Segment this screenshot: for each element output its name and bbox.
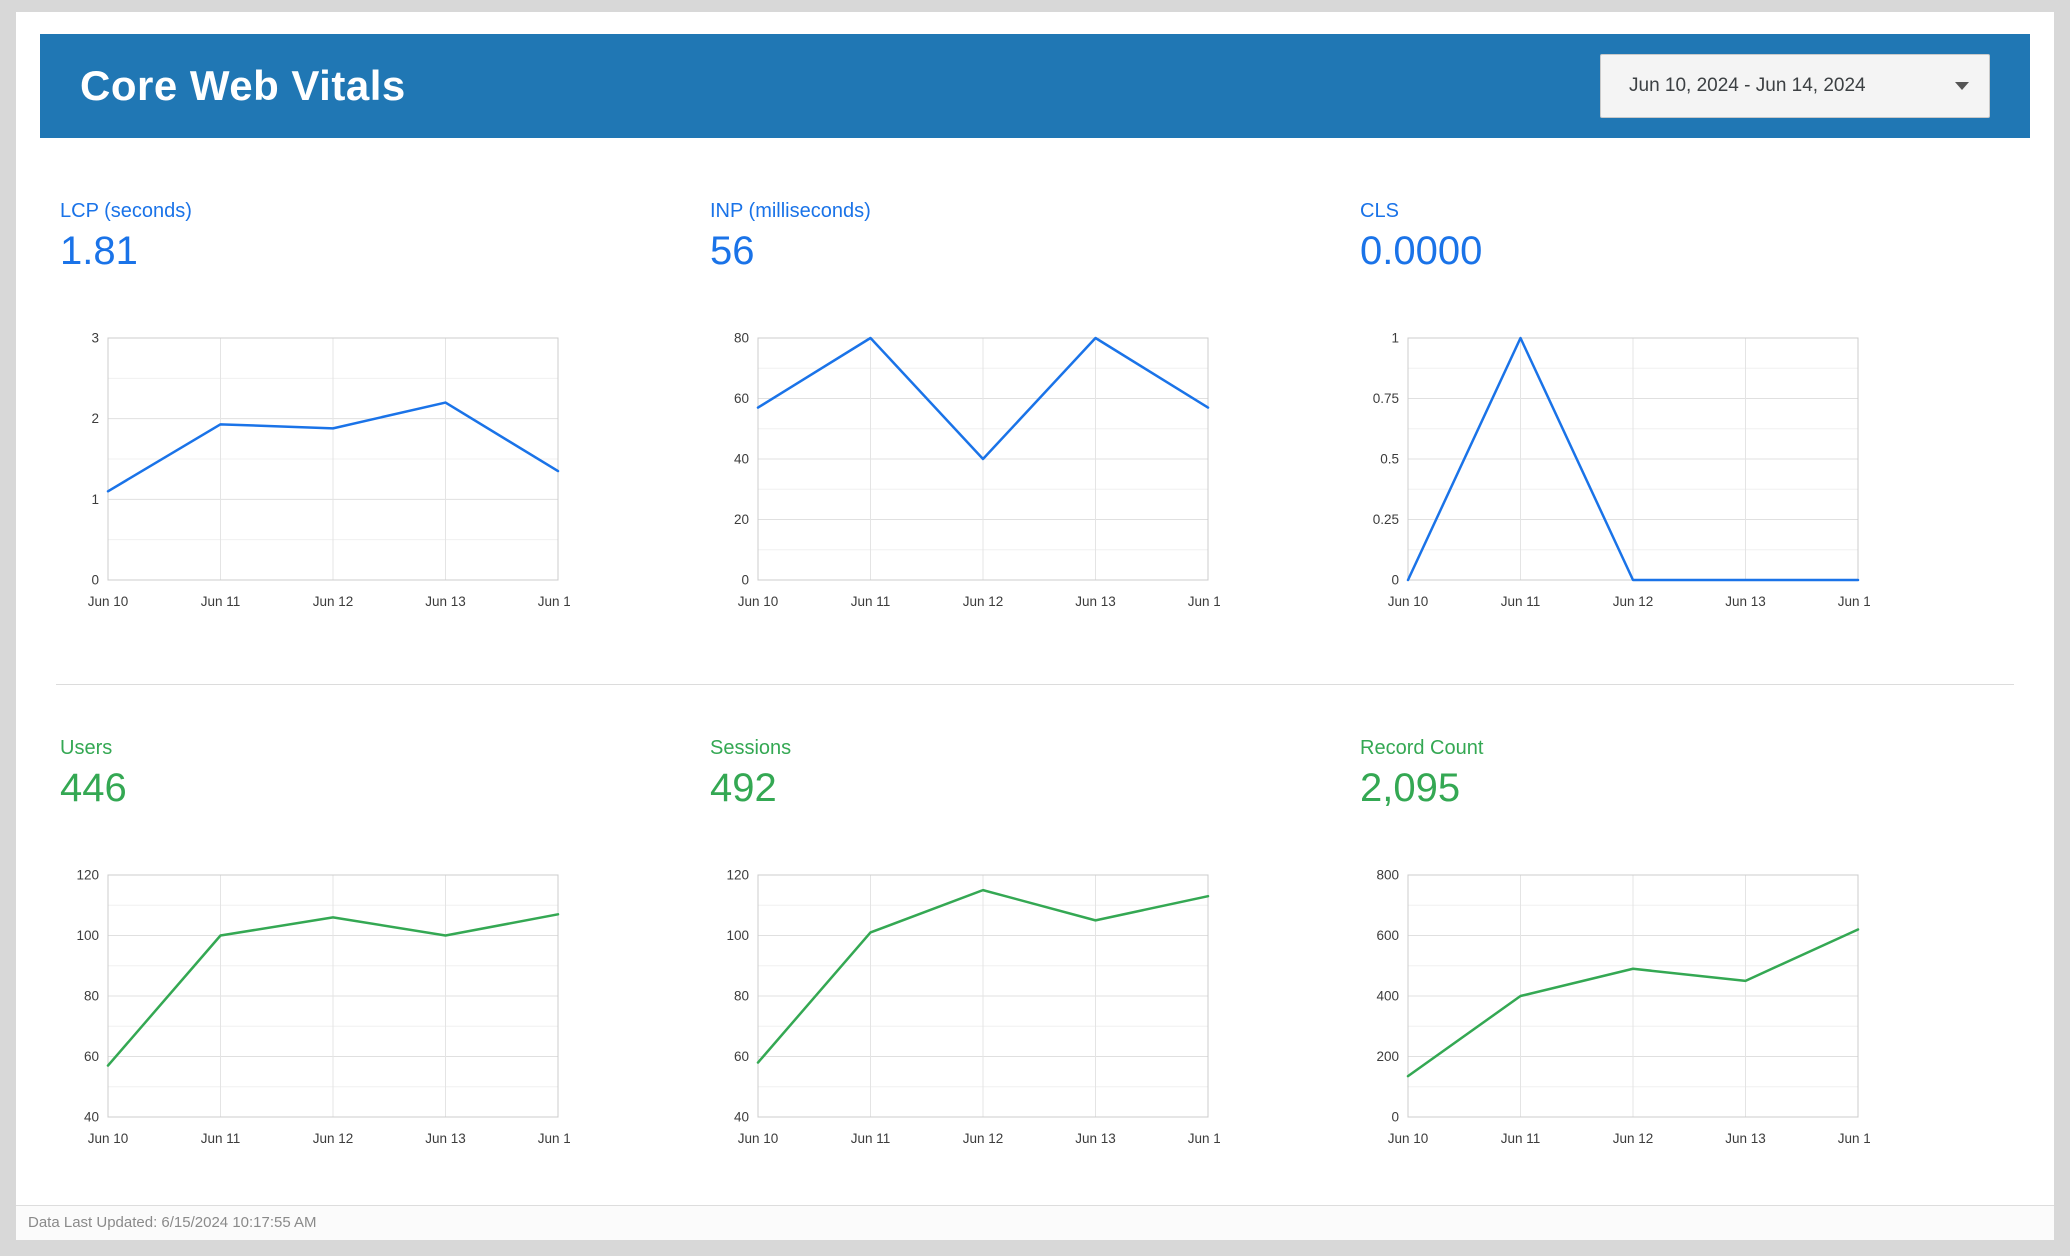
metric-value: 446 bbox=[60, 766, 127, 810]
date-range-selector[interactable]: Jun 10, 2024 - Jun 14, 2024 bbox=[1600, 54, 1990, 118]
svg-text:Jun 13: Jun 13 bbox=[1075, 594, 1116, 609]
traffic-row: Users 446 40 60 80 100 120 Jun 10 Jun 11 Jun 12… bbox=[60, 685, 2010, 1153]
svg-text:60: 60 bbox=[734, 1049, 749, 1064]
svg-text:400: 400 bbox=[1376, 989, 1399, 1004]
page-title: Core Web Vitals bbox=[80, 62, 406, 109]
chart-card-sessions: Sessions 492 40 60 80 100 120 Jun 10 Jun 11 Jun… bbox=[710, 737, 1360, 1153]
svg-text:120: 120 bbox=[726, 868, 749, 883]
metric-label: Users bbox=[60, 737, 113, 759]
svg-text:80: 80 bbox=[734, 331, 749, 346]
svg-text:0.5: 0.5 bbox=[1380, 452, 1399, 467]
svg-text:60: 60 bbox=[734, 391, 749, 406]
svg-text:Jun 13: Jun 13 bbox=[1075, 1131, 1116, 1146]
svg-text:Jun 11: Jun 11 bbox=[851, 1131, 891, 1146]
svg-text:120: 120 bbox=[76, 868, 99, 883]
line-chart: 40 60 80 100 120 Jun 10 Jun 11 Jun 12 Jun 13 Jun … bbox=[60, 863, 710, 1153]
svg-text:Jun 13: Jun 13 bbox=[425, 594, 466, 609]
dashboard-page: Core Web Vitals Jun 10, 2024 - Jun 14, 2… bbox=[16, 12, 2054, 1240]
svg-text:20: 20 bbox=[734, 512, 749, 527]
svg-text:Jun 13: Jun 13 bbox=[1725, 594, 1766, 609]
svg-text:Jun 12: Jun 12 bbox=[313, 594, 354, 609]
metric-label: INP (milliseconds) bbox=[710, 200, 871, 222]
metric-value: 2,095 bbox=[1360, 766, 1461, 810]
svg-text:Jun 13: Jun 13 bbox=[1725, 1131, 1766, 1146]
svg-text:Jun 12: Jun 12 bbox=[1613, 1131, 1654, 1146]
svg-text:3: 3 bbox=[91, 331, 99, 346]
svg-text:0: 0 bbox=[91, 573, 99, 588]
metric-value: 492 bbox=[710, 766, 777, 810]
svg-text:600: 600 bbox=[1376, 928, 1399, 943]
svg-text:80: 80 bbox=[84, 989, 99, 1004]
svg-text:200: 200 bbox=[1376, 1049, 1399, 1064]
web-vitals-row: LCP (seconds) 1.81 0 1 2 3 Jun 10 Jun 11 Jun 1… bbox=[60, 138, 2010, 656]
svg-text:Jun 14: Jun 14 bbox=[1188, 594, 1220, 609]
svg-text:Jun 14: Jun 14 bbox=[1838, 1131, 1870, 1146]
chart-card-users: Users 446 40 60 80 100 120 Jun 10 Jun 11 Jun 12… bbox=[60, 737, 710, 1153]
metric-value: 0.0000 bbox=[1360, 229, 1483, 273]
svg-text:0.25: 0.25 bbox=[1373, 512, 1399, 527]
chart-card-lcp: LCP (seconds) 1.81 0 1 2 3 Jun 10 Jun 11 Jun 1… bbox=[60, 200, 710, 616]
svg-text:40: 40 bbox=[734, 1110, 749, 1125]
chart-card-inp: INP (milliseconds) 56 0 20 40 60 80 Jun 10 Jun… bbox=[710, 200, 1360, 616]
line-chart: 40 60 80 100 120 Jun 10 Jun 11 Jun 12 Jun 13 Jun … bbox=[710, 863, 1360, 1153]
svg-text:Jun 11: Jun 11 bbox=[851, 594, 891, 609]
dashboard-content: LCP (seconds) 1.81 0 1 2 3 Jun 10 Jun 11 Jun 1… bbox=[16, 138, 2054, 1205]
metric-label: Sessions bbox=[710, 737, 792, 759]
svg-text:0: 0 bbox=[1391, 1110, 1399, 1125]
svg-text:Jun 11: Jun 11 bbox=[1501, 594, 1541, 609]
metric-label: CLS bbox=[1360, 200, 1399, 222]
svg-text:Jun 10: Jun 10 bbox=[738, 594, 779, 609]
line-chart: 0 200 400 600 800 Jun 10 Jun 11 Jun 12 Jun 13 Jun… bbox=[1360, 863, 2010, 1153]
chevron-down-icon bbox=[1955, 82, 1969, 90]
line-chart: 0 20 40 60 80 Jun 10 Jun 11 Jun 12 Jun 13 Jun 14 bbox=[710, 326, 1360, 616]
metric-label: Record Count bbox=[1360, 737, 1484, 759]
svg-text:Jun 14: Jun 14 bbox=[1188, 1131, 1220, 1146]
svg-text:Jun 10: Jun 10 bbox=[88, 1131, 129, 1146]
svg-text:2: 2 bbox=[91, 411, 99, 426]
svg-text:Jun 11: Jun 11 bbox=[201, 1131, 241, 1146]
svg-text:0: 0 bbox=[1391, 573, 1399, 588]
metric-value: 1.81 bbox=[60, 229, 138, 273]
date-range-label: Jun 10, 2024 - Jun 14, 2024 bbox=[1629, 75, 1866, 96]
svg-text:800: 800 bbox=[1376, 868, 1399, 883]
svg-text:Jun 10: Jun 10 bbox=[88, 594, 129, 609]
svg-text:Jun 10: Jun 10 bbox=[1388, 1131, 1429, 1146]
chart-card-cls: CLS 0.0000 0 0.25 0.5 0.75 1 Jun 10 Jun 11 Jun … bbox=[1360, 200, 2010, 616]
svg-text:1: 1 bbox=[1391, 331, 1399, 346]
svg-text:40: 40 bbox=[84, 1110, 99, 1125]
svg-text:Jun 11: Jun 11 bbox=[1501, 1131, 1541, 1146]
svg-text:0: 0 bbox=[741, 573, 749, 588]
svg-text:Jun 12: Jun 12 bbox=[313, 1131, 354, 1146]
app-header: Core Web Vitals Jun 10, 2024 - Jun 14, 2… bbox=[40, 34, 2030, 138]
last-updated-text: Data Last Updated: 6/15/2024 10:17:55 AM bbox=[28, 1214, 317, 1231]
section-divider bbox=[56, 684, 2014, 685]
svg-text:Jun 14: Jun 14 bbox=[538, 594, 570, 609]
svg-text:Jun 14: Jun 14 bbox=[1838, 594, 1870, 609]
dashboard-footer: Data Last Updated: 6/15/2024 10:17:55 AM bbox=[16, 1205, 2054, 1240]
svg-text:40: 40 bbox=[734, 452, 749, 467]
svg-text:60: 60 bbox=[84, 1049, 99, 1064]
chart-card-record-count: Record Count 2,095 0 200 400 600 800 Jun 10 Ju… bbox=[1360, 737, 2010, 1153]
metric-value: 56 bbox=[710, 229, 755, 273]
svg-text:100: 100 bbox=[726, 928, 749, 943]
svg-text:80: 80 bbox=[734, 989, 749, 1004]
metric-label: LCP (seconds) bbox=[60, 200, 192, 222]
svg-text:Jun 12: Jun 12 bbox=[1613, 594, 1654, 609]
svg-text:Jun 10: Jun 10 bbox=[1388, 594, 1429, 609]
line-chart: 0 0.25 0.5 0.75 1 Jun 10 Jun 11 Jun 12 Jun 13 Jun… bbox=[1360, 326, 2010, 616]
svg-text:Jun 13: Jun 13 bbox=[425, 1131, 466, 1146]
svg-text:1: 1 bbox=[91, 492, 99, 507]
svg-text:Jun 11: Jun 11 bbox=[201, 594, 241, 609]
svg-text:Jun 10: Jun 10 bbox=[738, 1131, 779, 1146]
svg-text:Jun 12: Jun 12 bbox=[963, 1131, 1004, 1146]
svg-text:Jun 14: Jun 14 bbox=[538, 1131, 570, 1146]
svg-text:100: 100 bbox=[76, 928, 99, 943]
svg-text:Jun 12: Jun 12 bbox=[963, 594, 1004, 609]
svg-text:0.75: 0.75 bbox=[1373, 391, 1399, 406]
line-chart: 0 1 2 3 Jun 10 Jun 11 Jun 12 Jun 13 Jun 14 bbox=[60, 326, 710, 616]
